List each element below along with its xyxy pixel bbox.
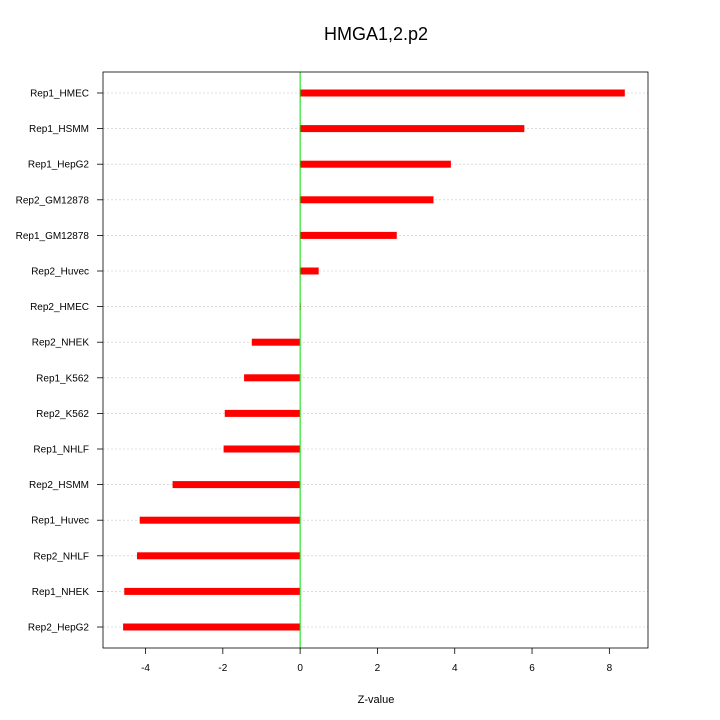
bar-rep2-huvec	[300, 267, 319, 275]
category-label: Rep2_NHEK	[32, 338, 90, 349]
bar-rep1-nhlf	[223, 445, 301, 453]
grid-lines	[103, 92, 648, 628]
category-label: Rep1_HSMM	[29, 124, 89, 135]
x-axis: -4 -2 0 2 4 6 8	[141, 648, 613, 674]
category-label: Rep2_HMEC	[30, 302, 89, 313]
category-label: Rep1_HepG2	[28, 160, 90, 171]
category-label: Rep2_GM12878	[16, 195, 90, 206]
bar-rep2-k562	[224, 409, 301, 417]
x-tick-label: 8	[607, 663, 613, 674]
x-tick-label: 4	[452, 663, 458, 674]
x-tick-label: 2	[375, 663, 381, 674]
bar-rep1-k562	[244, 374, 301, 382]
bar-rep2-nhlf	[137, 552, 301, 560]
category-label: Rep1_NHLF	[33, 445, 89, 456]
category-label: Rep2_HSMM	[29, 480, 89, 491]
category-label: Rep2_Huvec	[31, 267, 89, 278]
bar-rep2-nhek	[251, 338, 301, 346]
x-tick-label: 0	[297, 663, 303, 674]
category-label: Rep1_K562	[36, 373, 89, 384]
bars	[123, 89, 625, 631]
category-label: Rep1_Huvec	[31, 516, 89, 527]
category-label: Rep1_NHEK	[32, 587, 90, 598]
chart-title: HMGA1,2.p2	[324, 24, 428, 44]
bar-rep2-hsmm	[172, 481, 301, 489]
bar-rep1-hepg2	[300, 160, 451, 168]
bar-rep1-hmec	[300, 89, 625, 97]
plot-frame	[102, 71, 649, 649]
category-label: Rep2_HepG2	[28, 623, 90, 634]
category-label: Rep1_HMEC	[30, 89, 89, 100]
bar-rep2-gm12878	[300, 196, 434, 204]
x-tick-label: -4	[141, 663, 150, 674]
bar-rep1-hsmm	[300, 125, 525, 133]
category-labels: Rep1_HMEC Rep1_HSMM Rep1_HepG2 Rep2_GM12878…	[16, 89, 103, 634]
bar-rep1-nhek	[124, 587, 301, 595]
category-label: Rep2_NHLF	[33, 551, 89, 562]
category-label: Rep1_GM12878	[16, 231, 90, 242]
bar-rep1-huvec	[139, 516, 301, 524]
x-tick-label: -2	[218, 663, 227, 674]
bar-rep2-hepg2	[123, 623, 301, 631]
x-axis-label: Z-value	[358, 694, 395, 706]
bar-rep1-gm12878	[300, 231, 397, 239]
x-tick-label: 6	[529, 663, 535, 674]
category-label: Rep2_K562	[36, 409, 89, 420]
